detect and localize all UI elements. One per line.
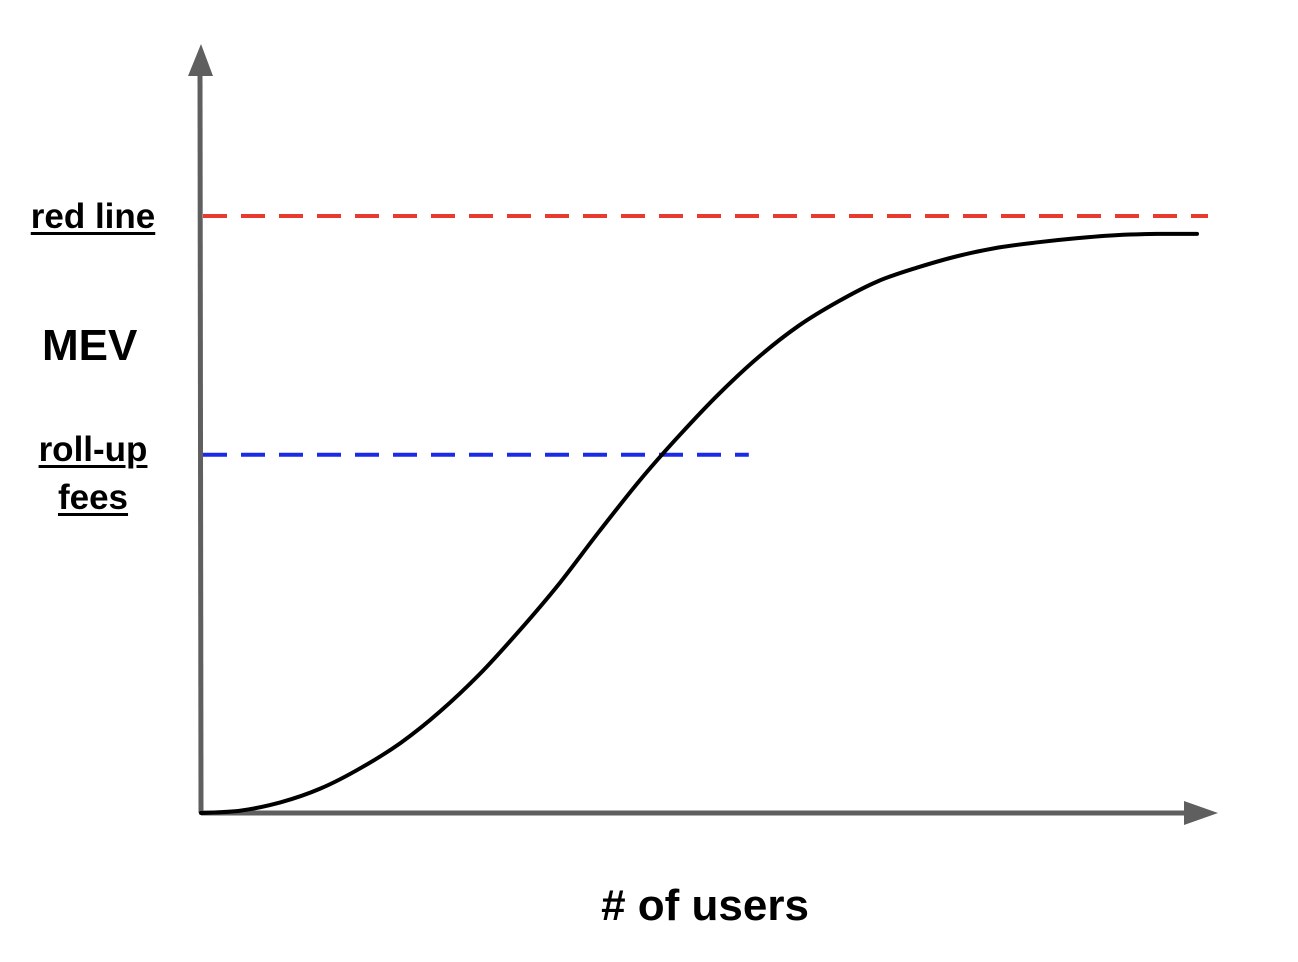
reference-lines [203,214,1208,457]
red-line-annotation[interactable]: red line [30,197,156,236]
y-axis-arrowhead [188,44,213,76]
series-line-0 [199,231,1199,815]
y-axis-line [197,69,204,814]
x-axis-label: # of users [601,881,809,930]
rollup-fees-annotation[interactable]: roll-up fees [12,426,174,523]
x-axis-arrowhead [1184,801,1218,825]
series-layer [199,231,1199,815]
axes [188,44,1218,825]
y-axis-label: MEV [42,321,138,370]
rollup-fees-annotation-line-2: fees [57,478,129,518]
rollup-fees-annotation-line-1: roll-up [38,430,148,469]
